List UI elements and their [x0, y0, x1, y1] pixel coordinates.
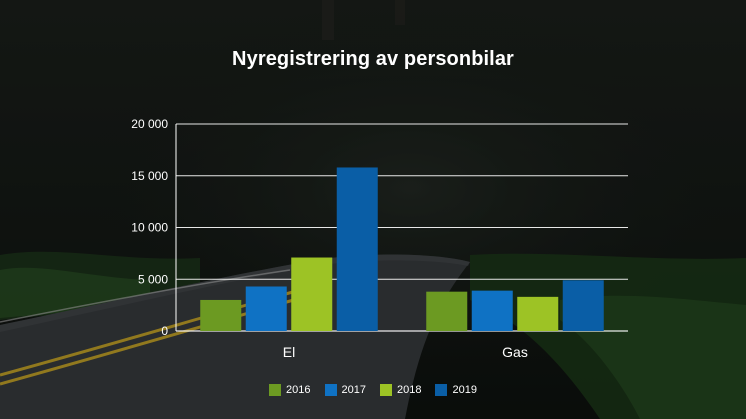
- legend-label: 2019: [452, 384, 477, 396]
- legend-label: 2017: [341, 384, 366, 396]
- legend-item: 2019: [435, 384, 477, 396]
- bar-el-2018: [291, 257, 333, 331]
- y-tick-label: 20 000: [131, 117, 168, 131]
- y-tick-label: 5 000: [138, 272, 168, 286]
- x-tick-label: Gas: [502, 344, 528, 360]
- bar-gas-2018: [517, 296, 559, 331]
- x-tick-label: El: [283, 344, 295, 360]
- bar-el-2017: [245, 286, 287, 331]
- bar-gas-2019: [562, 280, 604, 331]
- x-axis-ticks: El Gas: [283, 344, 528, 360]
- legend-item: 2016: [269, 384, 311, 396]
- legend-label: 2016: [286, 384, 311, 396]
- legend-item: 2017: [324, 384, 366, 396]
- bars: [200, 167, 604, 331]
- y-tick-label: 0: [161, 324, 168, 338]
- legend-item: 2018: [380, 384, 421, 396]
- y-tick-label: 15 000: [131, 169, 168, 183]
- y-axis-ticks: 0 5 000 10 000 15 000 20 000: [131, 117, 168, 338]
- legend-swatch: [435, 384, 448, 396]
- legend-swatch: [269, 384, 282, 396]
- bar-el-2019: [336, 167, 378, 331]
- legend-swatch: [324, 384, 337, 396]
- bar-el-2016: [200, 299, 242, 331]
- chart-title: Nyregistrering av personbilar: [232, 48, 514, 70]
- bar-gas-2017: [471, 290, 513, 331]
- legend: 2016 2017 2018 2019: [0, 384, 746, 396]
- legend-swatch: [380, 384, 392, 396]
- y-tick-label: 10 000: [131, 221, 168, 235]
- legend-label: 2018: [397, 384, 422, 396]
- gridlines: [175, 123, 628, 332]
- bar-gas-2016: [426, 291, 468, 331]
